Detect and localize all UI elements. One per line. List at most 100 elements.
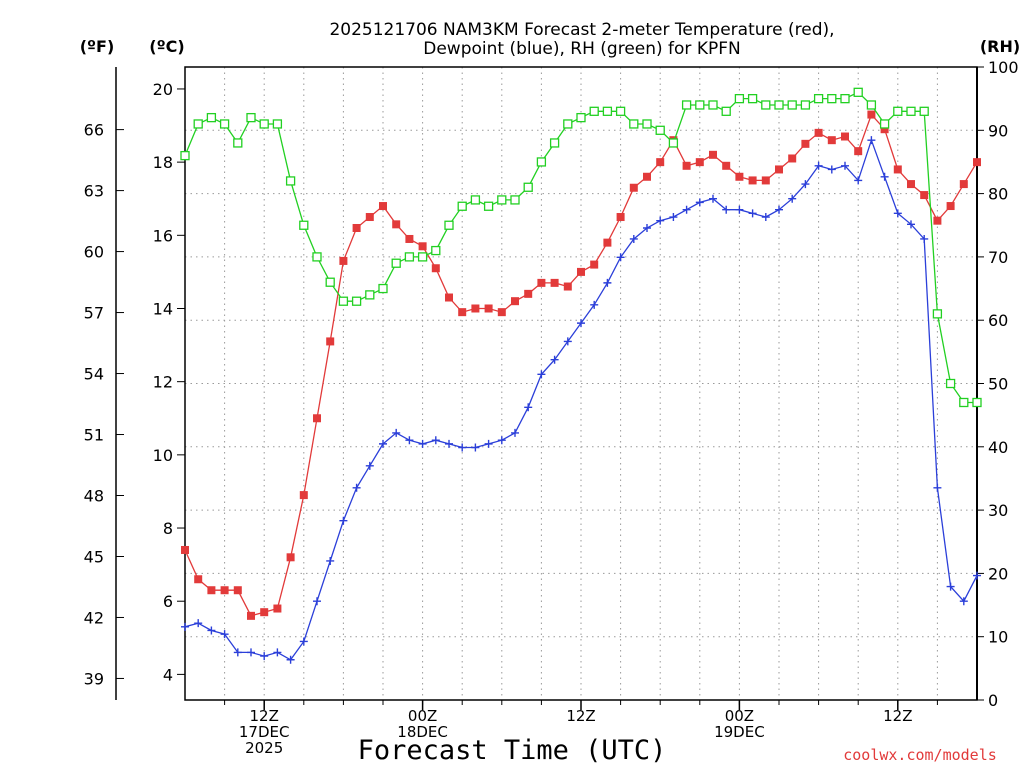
dewpoint-point (590, 300, 599, 309)
2-meter-temperature-point (326, 337, 335, 346)
rh-tick-label: 90 (988, 121, 1008, 140)
rh-point (549, 138, 560, 148)
x-axis-title: Forecast Time (UTC) (358, 735, 667, 766)
dewpoint-point (233, 648, 242, 657)
rh-point (206, 112, 217, 123)
2-meter-temperature-point (907, 180, 915, 189)
2-meter-temperature-point (722, 161, 731, 170)
dewpoint-point (379, 439, 387, 448)
rh-point (879, 119, 890, 129)
dewpoint-point (695, 198, 704, 207)
dewpoint-point (801, 180, 810, 189)
dewpoint-point (893, 209, 902, 218)
rh-point (893, 106, 903, 116)
rh-tick-label: 40 (988, 438, 1008, 457)
dewpoint-point (682, 205, 691, 214)
dewpoint-point (854, 176, 863, 185)
2-meter-temperature-point (959, 180, 968, 189)
rh-point (457, 201, 467, 211)
fahrenheit-tick-label: 42 (84, 608, 104, 627)
rh-tick-label: 60 (988, 311, 1008, 330)
fahrenheit-tick-label: 66 (84, 121, 104, 140)
dewpoint-point (656, 216, 665, 225)
2-meter-temperature-point (682, 161, 691, 170)
fahrenheit-tick-label: 48 (84, 487, 104, 506)
rh-point (813, 94, 824, 104)
2-meter-temperature-point (524, 289, 533, 298)
2-meter-temperature-point (286, 553, 295, 562)
dewpoint-point (181, 622, 189, 631)
dewpoint-point (788, 194, 797, 203)
2-meter-temperature-point (695, 158, 704, 167)
rh-tick-label: 0 (988, 691, 998, 710)
rh-point (721, 106, 731, 116)
rh-point (747, 94, 758, 104)
rh-point (417, 252, 428, 262)
rh-point (246, 112, 256, 123)
rh-point (972, 397, 982, 408)
dewpoint-point (775, 205, 783, 214)
2-meter-temperature-point (194, 575, 203, 584)
dewpoint-point (471, 443, 480, 452)
rh-point (219, 119, 230, 129)
rh-point (259, 119, 269, 129)
data-series (180, 87, 982, 664)
dewpoint-point (603, 278, 612, 287)
2-meter-temperature-point (339, 256, 348, 265)
rh-tick-label: 100 (988, 58, 1019, 77)
dewpoint-point (933, 483, 942, 492)
2-meter-temperature-point (458, 308, 467, 317)
dewpoint-point (550, 355, 559, 364)
dewpoint-point (431, 436, 440, 445)
dewpoint-point (313, 597, 321, 606)
rh-tick-label: 10 (988, 628, 1008, 647)
2-meter-temperature-point (603, 238, 612, 247)
fahrenheit-tick-label: 54 (84, 365, 104, 384)
dewpoint-point (973, 571, 981, 580)
dewpoint-point (735, 205, 744, 214)
rh-point (945, 378, 956, 389)
rh-point (853, 87, 863, 97)
dewpoint-point (405, 436, 414, 445)
2-meter-temperature-point (920, 191, 929, 200)
2-meter-temperature-point (431, 264, 440, 273)
x-tick-label: 19DEC (714, 723, 765, 741)
dewpoint-point (286, 655, 295, 664)
2-meter-temperature-point (365, 213, 374, 222)
2-meter-temperature-point (656, 158, 665, 167)
dewpoint-point (392, 428, 401, 437)
2-meter-temperature-point (801, 139, 810, 148)
dewpoint-point (220, 630, 229, 639)
dewpoint-point (194, 619, 203, 628)
2-meter-temperature-point (497, 308, 506, 317)
2-meter-temperature-point (550, 278, 559, 287)
2-meter-temperature-point (788, 154, 797, 163)
rh-point (483, 201, 494, 211)
rh-point (444, 220, 454, 230)
rh-point (866, 100, 877, 110)
rh-point (233, 138, 243, 148)
dewpoint-point (920, 234, 929, 243)
2-meter-temperature-point (946, 202, 955, 211)
2-meter-temperature-point (841, 132, 849, 141)
rh-point (312, 252, 322, 262)
credit-label[interactable]: coolwx.com/models (843, 746, 997, 764)
rh-point (615, 106, 626, 116)
rh-point (919, 106, 929, 116)
rh-tick-label: 70 (988, 248, 1008, 267)
rh-point (734, 94, 745, 104)
2-meter-temperature-point (814, 128, 823, 137)
rh-point (787, 100, 797, 110)
2-meter-temperature-point (471, 304, 480, 313)
rh-point (959, 397, 969, 408)
2-meter-temperature-point (933, 216, 942, 225)
rh-point (906, 106, 916, 116)
2-meter-temperature-point (313, 414, 321, 423)
rh-point (642, 119, 652, 129)
celsius-tick-label: 6 (163, 592, 173, 611)
2-meter-temperature-point (748, 176, 757, 185)
x-tick-label: 00Z (725, 707, 754, 725)
celsius-tick-label: 14 (153, 299, 173, 318)
rh-point (681, 100, 692, 110)
